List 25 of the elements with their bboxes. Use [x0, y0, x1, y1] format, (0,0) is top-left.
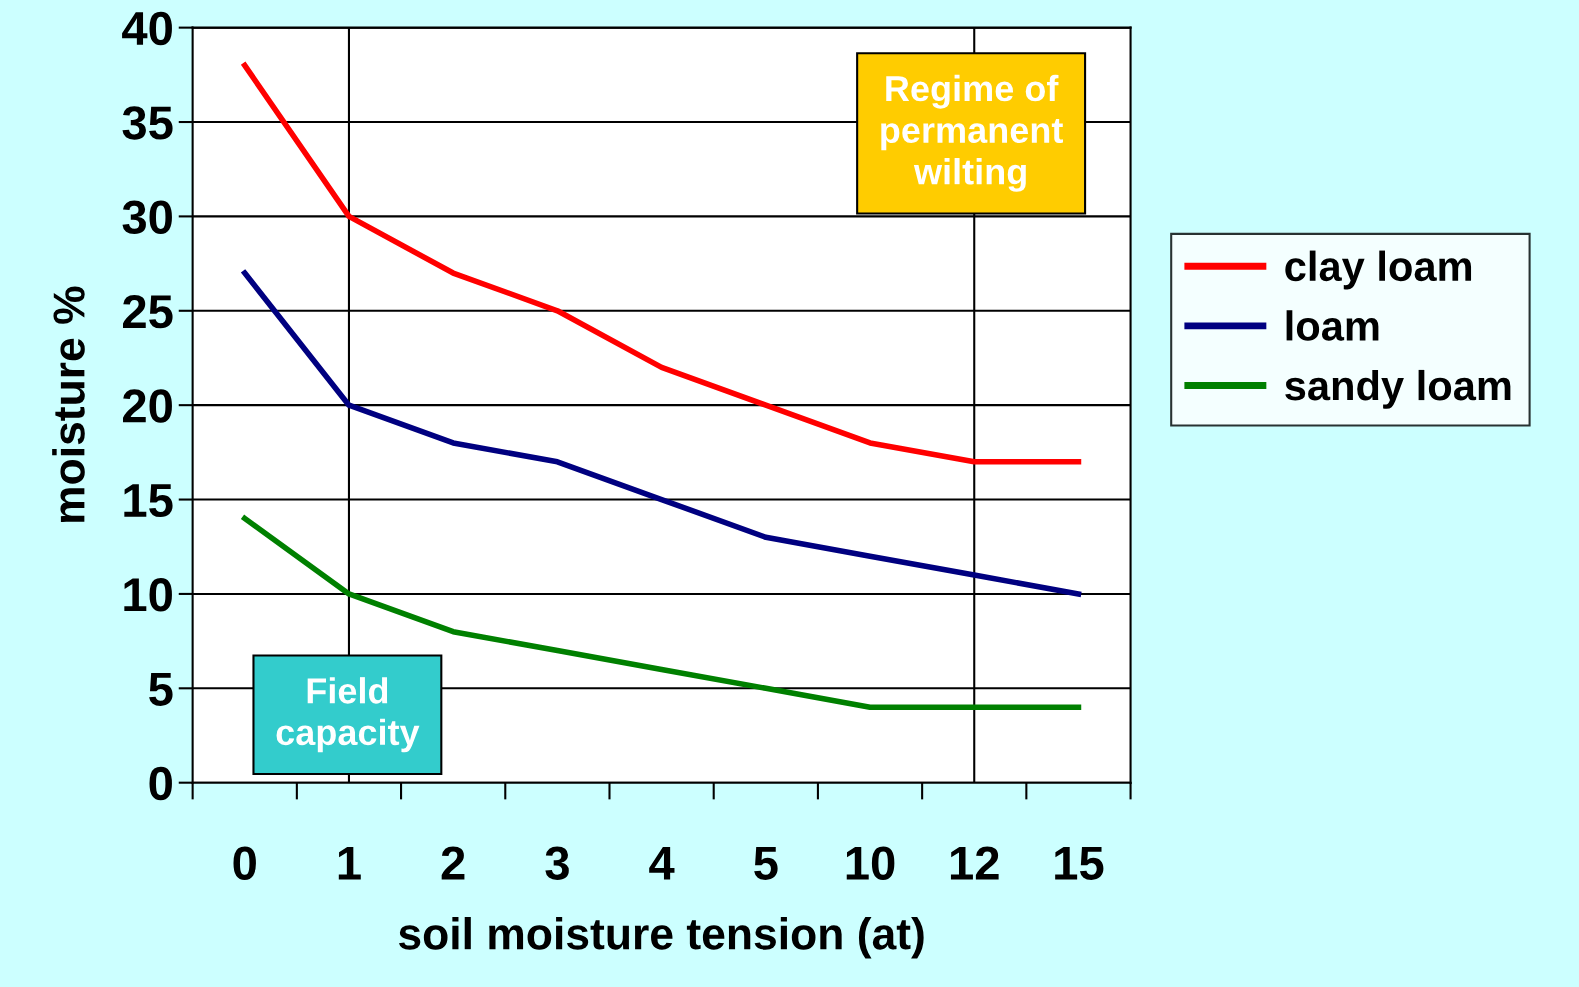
y-tick-label: 40 [122, 11, 172, 46]
y-tick-label: 20 [123, 389, 172, 423]
x-tick-label: 5 [754, 846, 778, 880]
legend-label: clay loam [1285, 250, 1472, 290]
y-tick-label: 35 [122, 106, 173, 140]
x-axis-title: soil moisture tension (at) [398, 916, 924, 959]
x-tick-label: 2 [441, 846, 465, 880]
y-axis-title: moisture % [52, 286, 85, 523]
y-tick-label: 10 [124, 578, 172, 612]
x-tick-label: 4 [649, 846, 675, 880]
x-tick-label: 0 [233, 846, 256, 880]
legend-label: sandy loam [1285, 369, 1511, 409]
annotation: Regime of permanent wilting [881, 74, 1063, 192]
legend-label: loam [1286, 310, 1379, 341]
x-tick-label: 15 [1055, 846, 1104, 880]
y-tick-label: 30 [122, 200, 172, 235]
y-tick-label: 0 [149, 766, 172, 801]
x-tick-label: 10 [846, 846, 895, 880]
y-tick-label: 15 [124, 484, 173, 518]
annotation: Field capacity [276, 677, 420, 753]
y-tick-label: 5 [149, 672, 173, 706]
x-tick-label: 12 [950, 846, 999, 880]
x-tick-label: 1 [338, 846, 361, 880]
x-tick-label: 3 [545, 846, 569, 880]
y-tick-label: 25 [123, 294, 173, 329]
